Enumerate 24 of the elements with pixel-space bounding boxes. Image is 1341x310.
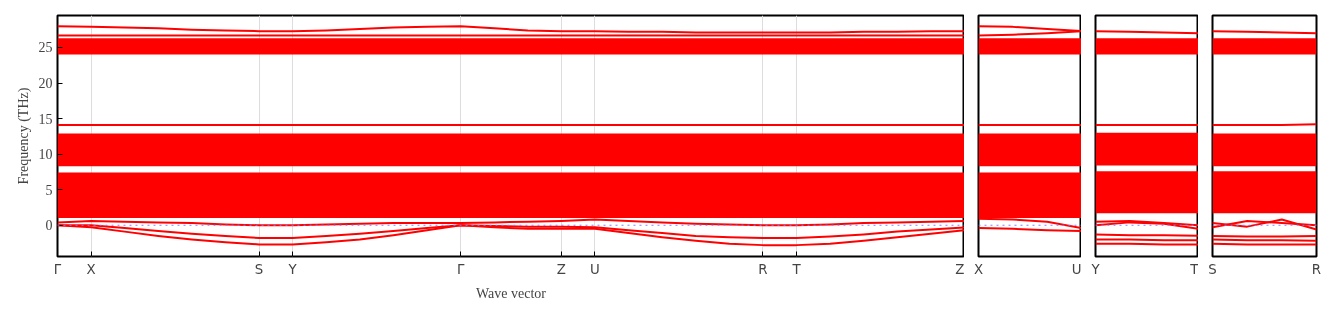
x-tick-label: X — [86, 261, 96, 277]
x-tick-label: T — [1189, 261, 1200, 277]
x-tick-label: U — [1071, 261, 1082, 277]
x-tick-label: Γ — [456, 261, 465, 277]
y-axis-title: Frequency (THz) — [15, 87, 32, 185]
x-tick-label: Γ — [53, 261, 62, 277]
x-tick-label: R — [758, 261, 768, 277]
x-tick-label: T — [791, 261, 802, 277]
x-tick-label: X — [973, 261, 984, 277]
x-tick-label: Z — [556, 261, 566, 277]
y-tick-label: 25 — [38, 40, 53, 56]
y-tick-label: 0 — [45, 218, 53, 234]
y-tick-label: 5 — [45, 182, 53, 198]
y-tick-label: 15 — [38, 111, 53, 127]
x-tick-label: S — [254, 261, 264, 277]
x-tick-label: Y — [1090, 261, 1101, 277]
x-tick-label: R — [1311, 261, 1322, 277]
x-axis-title: Wave vector — [476, 285, 547, 301]
x-tick-label: Y — [287, 261, 298, 277]
y-tick-label: 10 — [38, 147, 53, 163]
x-tick-label: U — [590, 261, 600, 277]
y-tick-label: 20 — [38, 76, 53, 92]
x-tick-label: Z — [955, 261, 965, 277]
x-tick-label: S — [1208, 261, 1217, 277]
